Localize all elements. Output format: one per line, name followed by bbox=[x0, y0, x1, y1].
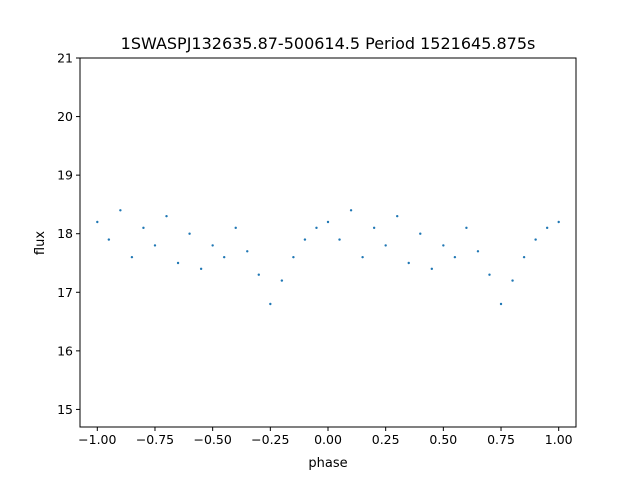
data-point bbox=[442, 244, 445, 247]
y-tick-label: 17 bbox=[57, 285, 73, 300]
data-point bbox=[211, 244, 214, 247]
data-point bbox=[315, 226, 318, 230]
data-point bbox=[419, 232, 422, 235]
x-tick-label: −0.25 bbox=[251, 432, 289, 447]
data-point bbox=[522, 255, 526, 259]
data-point bbox=[130, 255, 134, 259]
y-tick-label: 15 bbox=[57, 402, 73, 417]
data-point bbox=[199, 267, 203, 271]
y-axis-label: flux bbox=[33, 231, 48, 255]
x-tick-label: 0.50 bbox=[429, 432, 457, 447]
data-point bbox=[511, 279, 514, 282]
data-point bbox=[407, 261, 410, 265]
data-point bbox=[234, 226, 237, 230]
data-point bbox=[453, 255, 457, 259]
data-point bbox=[557, 220, 560, 224]
data-point bbox=[119, 209, 122, 212]
data-point bbox=[176, 261, 180, 265]
data-points bbox=[96, 209, 560, 306]
data-point bbox=[499, 302, 503, 306]
data-point bbox=[222, 255, 226, 259]
data-point bbox=[257, 273, 260, 276]
data-point bbox=[430, 267, 434, 271]
data-point bbox=[465, 226, 468, 230]
x-tick-label: 0.25 bbox=[372, 432, 400, 447]
x-tick-label: −1.00 bbox=[78, 432, 116, 447]
data-point bbox=[188, 232, 191, 235]
data-point bbox=[384, 244, 387, 247]
y-axis-ticks: 15 16 17 18 19 20 21 bbox=[57, 51, 80, 417]
data-point bbox=[246, 250, 249, 253]
data-point bbox=[326, 220, 330, 224]
data-point bbox=[488, 273, 491, 276]
y-tick-label: 16 bbox=[57, 343, 73, 358]
chart-title: 1SWASPJ132635.87-500614.5 Period 1521645… bbox=[121, 34, 536, 53]
data-point bbox=[361, 255, 364, 259]
data-point bbox=[372, 226, 376, 230]
x-tick-label: −0.50 bbox=[193, 432, 231, 447]
x-tick-label: 0.75 bbox=[487, 432, 515, 447]
data-point bbox=[165, 214, 168, 218]
data-point bbox=[280, 279, 284, 282]
data-point bbox=[476, 250, 480, 253]
data-point bbox=[545, 226, 549, 230]
y-tick-label: 21 bbox=[57, 51, 73, 66]
y-tick-label: 19 bbox=[57, 168, 73, 183]
data-point bbox=[338, 238, 341, 241]
data-point bbox=[142, 226, 145, 230]
x-axis-label: phase bbox=[308, 456, 347, 471]
data-point bbox=[534, 238, 537, 241]
x-tick-label: −0.75 bbox=[136, 432, 174, 447]
data-point bbox=[107, 238, 111, 241]
x-tick-label: 0.00 bbox=[314, 432, 342, 447]
y-tick-label: 18 bbox=[57, 226, 73, 241]
data-point bbox=[303, 238, 307, 241]
x-axis-ticks: −1.00 −0.75 −0.50 −0.25 0.00 0.25 0.50 0.75 1.00 bbox=[78, 427, 573, 447]
data-point bbox=[153, 244, 157, 247]
x-tick-label: 1.00 bbox=[545, 432, 573, 447]
data-point bbox=[292, 255, 295, 259]
data-point bbox=[396, 214, 399, 218]
data-point bbox=[96, 220, 99, 224]
data-point bbox=[349, 209, 353, 212]
y-tick-label: 20 bbox=[57, 109, 73, 124]
data-point bbox=[269, 302, 272, 306]
